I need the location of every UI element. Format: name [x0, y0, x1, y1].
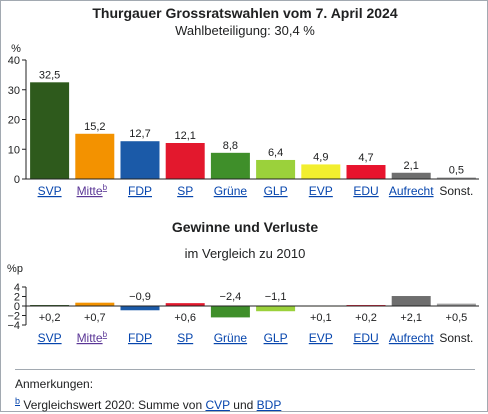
- footnote-marker-link[interactable]: b: [15, 396, 21, 406]
- chart2-bar: [210, 306, 250, 318]
- chart1-value-label: 12,7: [129, 128, 150, 140]
- chart2-bar: [120, 306, 160, 311]
- chart1-category-label[interactable]: SP: [177, 184, 193, 198]
- chart1-category-label[interactable]: EVP: [309, 184, 333, 198]
- chart2-y-tick: 4: [14, 282, 20, 294]
- chart1-category-label[interactable]: Mitteb: [77, 183, 108, 198]
- chart2-subtitle: im Vergleich zu 2010: [185, 246, 306, 261]
- chart1-category-label[interactable]: SVP: [38, 184, 62, 198]
- chart1-bar: [346, 165, 386, 179]
- chart2-value-label: +0,1: [310, 312, 332, 324]
- chart1-bar: [301, 164, 341, 179]
- chart1-value-label: 0,5: [449, 165, 464, 177]
- notes-heading: Anmerkungen:: [15, 377, 94, 391]
- chart2-y-tick: 2: [14, 292, 20, 304]
- chart1-y-tick: 40: [8, 55, 20, 67]
- chart1-value-label: 12,1: [174, 130, 195, 142]
- chart1-value-label: 4,9: [313, 151, 328, 163]
- chart2-category-label[interactable]: SP: [177, 331, 193, 345]
- chart2-bar: [391, 296, 431, 306]
- footnote-text: Vergleichswert 2020: Summe von: [23, 398, 203, 412]
- bdp-link[interactable]: BDP: [256, 398, 282, 412]
- chart2-value-label: −0,9: [129, 291, 151, 303]
- chart2-value-label: +0,5: [446, 312, 468, 324]
- chart1-value-label: 15,2: [84, 121, 105, 133]
- chart2-category-label: Sonst.: [439, 331, 473, 345]
- chart2-title: Gewinne und Verluste: [172, 219, 318, 235]
- chart1-y-tick: 30: [8, 85, 20, 97]
- chart2-value-label: +0,6: [174, 312, 196, 324]
- footnote-b: b Vergleichswert 2020: Summe von CVP und…: [15, 393, 475, 414]
- chart1-value-label: 32,5: [39, 69, 60, 81]
- chart1-y-tick: 20: [8, 115, 20, 127]
- chart1-bar: [165, 143, 205, 179]
- chart2-value-label: +2,1: [400, 312, 422, 324]
- chart1-subtitle: Wahlbeteiligung: 30,4 %: [175, 23, 315, 38]
- chart2-category-label[interactable]: SVP: [38, 331, 62, 345]
- chart1-y-tick: 10: [8, 144, 20, 156]
- chart2-bar: [436, 303, 476, 306]
- chart1-value-label: 8,8: [223, 140, 238, 152]
- chart2-y-tick: −4: [7, 320, 20, 332]
- footnote-superscript[interactable]: b: [103, 330, 108, 339]
- chart1-y-unit: %: [11, 43, 21, 55]
- chart1-title: Thurgauer Grossratswahlen vom 7. April 2…: [92, 5, 397, 21]
- chart1-bar: [391, 172, 431, 179]
- chart2-category-label[interactable]: GLP: [264, 331, 288, 345]
- chart1-bar: [30, 82, 70, 179]
- chart2-value-label: +0,2: [355, 312, 377, 324]
- chart1-category-label[interactable]: FDP: [128, 184, 152, 198]
- chart1-value-label: 2,1: [404, 160, 419, 172]
- chart2-y-tick: 0: [14, 301, 20, 313]
- chart2-y-unit: %p: [7, 263, 23, 275]
- chart2-bar: [75, 302, 115, 306]
- chart2-y-tick: −2: [7, 311, 20, 323]
- chart1-y-tick: 0: [14, 174, 20, 186]
- cvp-link[interactable]: CVP: [205, 398, 230, 412]
- chart2-category-label[interactable]: FDP: [128, 331, 152, 345]
- chart1-bar: [436, 177, 476, 179]
- chart1-value-label: 6,4: [268, 147, 283, 159]
- chart1-bar: [256, 159, 296, 179]
- chart2-value-label: +0,2: [39, 312, 61, 324]
- chart2-category-label[interactable]: Grüne: [214, 331, 248, 345]
- chart2-value-label: −2,4: [220, 291, 242, 303]
- chart1-value-label: 4,7: [358, 152, 373, 164]
- notes-section: Anmerkungen: b Vergleichswert 2020: Summ…: [15, 369, 475, 414]
- chart1-category-label[interactable]: Aufrecht: [389, 184, 434, 198]
- chart1-bar: [120, 141, 160, 179]
- chart2-category-label[interactable]: EVP: [309, 331, 333, 345]
- chart2-value-label: +0,7: [84, 312, 106, 324]
- chart1-category-label[interactable]: GLP: [264, 184, 288, 198]
- chart2-category-label[interactable]: Aufrecht: [389, 331, 434, 345]
- footnote-conjunction: und: [233, 398, 254, 412]
- footnote-superscript[interactable]: b: [103, 183, 108, 192]
- chart1-bar: [210, 152, 250, 179]
- election-charts: Thurgauer Grossratswahlen vom 7. April 2…: [7, 5, 479, 345]
- chart1-category-label[interactable]: EDU: [353, 184, 378, 198]
- chart1-category-label: Sonst.: [439, 184, 473, 198]
- chart2-category-label[interactable]: Mitteb: [77, 330, 108, 345]
- chart2-bar: [256, 306, 296, 312]
- chart1-bar: [75, 133, 115, 179]
- chart1-category-label[interactable]: Grüne: [214, 184, 248, 198]
- chart2-value-label: −1,1: [265, 291, 287, 303]
- chart2-category-label[interactable]: EDU: [353, 331, 378, 345]
- chart2-bar: [165, 303, 205, 306]
